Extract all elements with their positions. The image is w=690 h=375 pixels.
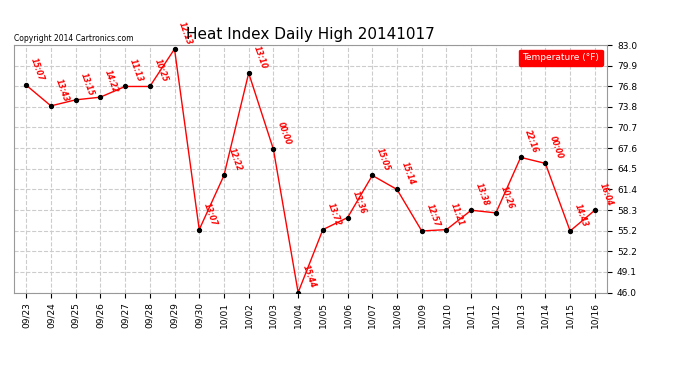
Text: 15:05: 15:05 — [375, 147, 392, 172]
Point — [466, 207, 477, 213]
Point — [391, 186, 402, 192]
Text: 14:43: 14:43 — [573, 202, 589, 228]
Point — [21, 82, 32, 88]
Text: 14:22: 14:22 — [103, 69, 120, 94]
Text: 12:22: 12:22 — [227, 147, 244, 172]
Point — [194, 226, 205, 232]
Point — [441, 226, 452, 232]
Text: 13:36: 13:36 — [351, 189, 367, 215]
Text: 13:10: 13:10 — [251, 45, 268, 70]
Title: Heat Index Daily High 20141017: Heat Index Daily High 20141017 — [186, 27, 435, 42]
Text: 11:13: 11:13 — [128, 58, 144, 84]
Text: 13:15: 13:15 — [79, 72, 95, 97]
Legend: Temperature (°F): Temperature (°F) — [519, 50, 602, 66]
Point — [219, 172, 230, 178]
Point — [367, 172, 378, 178]
Text: Copyright 2014 Cartronics.com: Copyright 2014 Cartronics.com — [14, 33, 133, 42]
Point — [95, 94, 106, 100]
Text: 13:38: 13:38 — [474, 182, 491, 207]
Point — [342, 214, 353, 220]
Point — [243, 70, 254, 76]
Point — [564, 228, 575, 234]
Text: 10:25: 10:25 — [152, 58, 169, 84]
Text: 10:26: 10:26 — [499, 184, 515, 210]
Point — [169, 46, 180, 52]
Point — [268, 146, 279, 152]
Point — [416, 228, 427, 234]
Text: 15:14: 15:14 — [400, 161, 417, 187]
Point — [119, 84, 130, 90]
Text: 12:57: 12:57 — [424, 202, 441, 228]
Text: 11:21: 11:21 — [449, 201, 466, 227]
Point — [293, 290, 304, 296]
Text: 13:43: 13:43 — [54, 78, 70, 103]
Text: 15:44: 15:44 — [301, 264, 317, 290]
Text: 12:13: 12:13 — [177, 21, 194, 46]
Point — [515, 154, 526, 160]
Point — [317, 226, 328, 232]
Point — [491, 210, 502, 216]
Text: 13:72: 13:72 — [326, 201, 342, 227]
Text: 13:07: 13:07 — [202, 201, 219, 227]
Text: 16:04: 16:04 — [598, 182, 614, 207]
Point — [589, 207, 600, 213]
Text: 22:16: 22:16 — [524, 129, 540, 154]
Text: 00:00: 00:00 — [276, 121, 293, 147]
Text: 00:00: 00:00 — [548, 135, 565, 160]
Text: 15:07: 15:07 — [29, 57, 46, 82]
Point — [144, 84, 155, 90]
Point — [46, 103, 57, 109]
Point — [540, 160, 551, 166]
Point — [70, 97, 81, 103]
